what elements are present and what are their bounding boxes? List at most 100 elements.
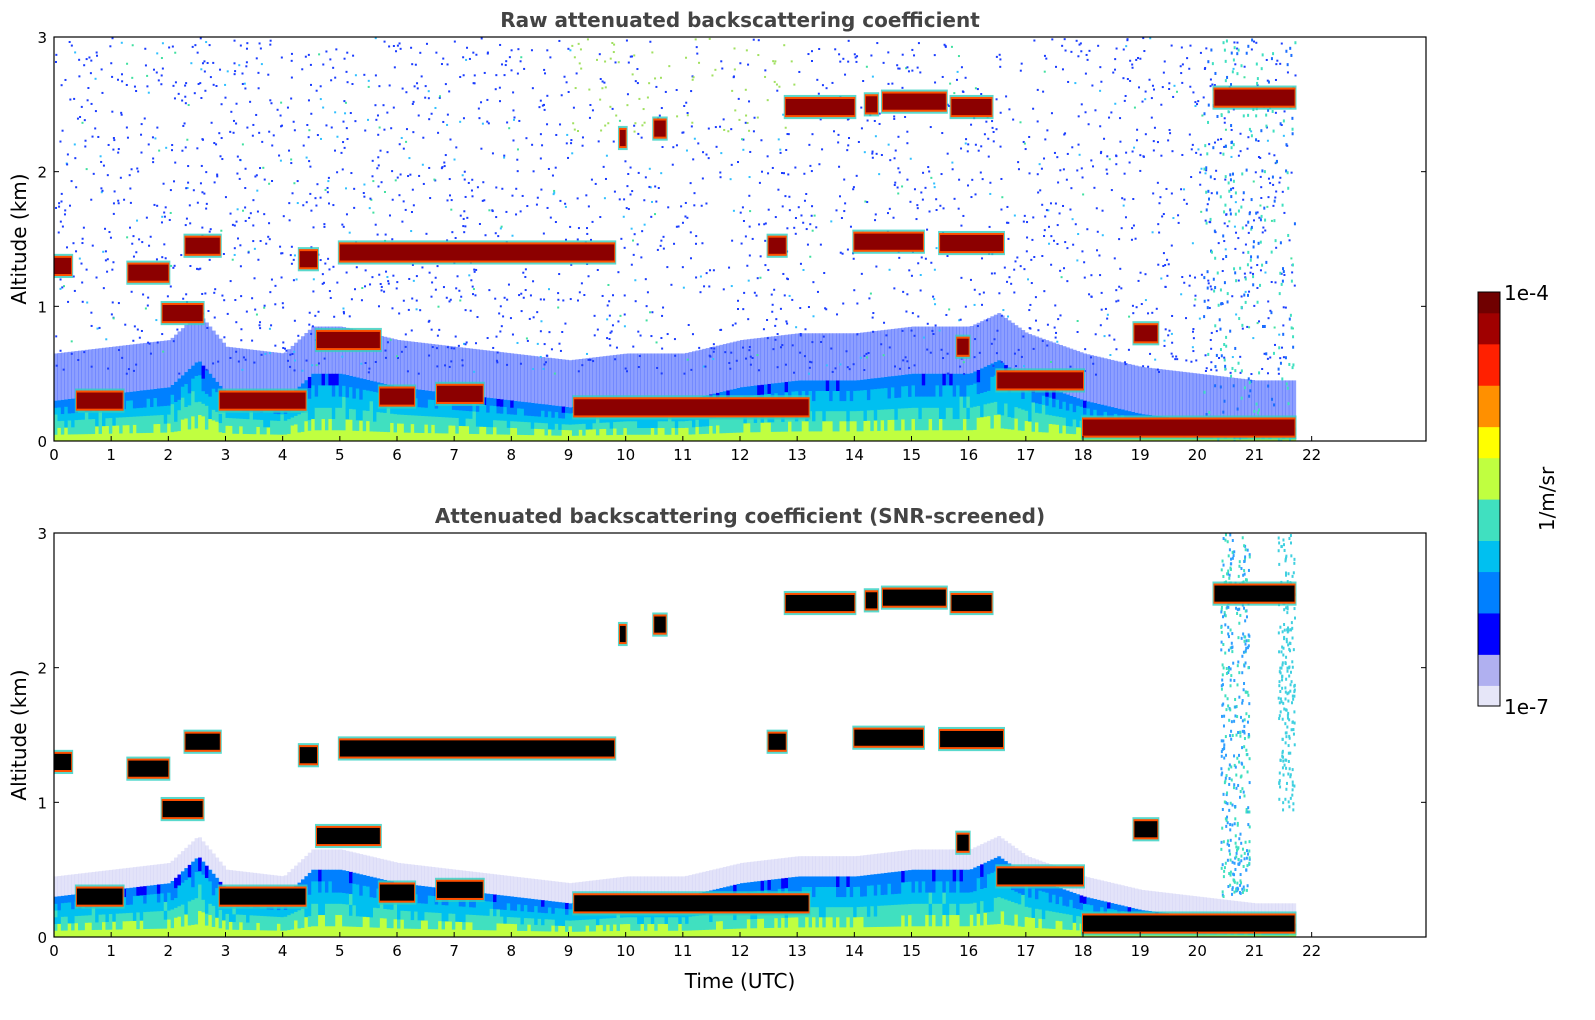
x-tick-label: 20 xyxy=(1188,942,1207,960)
cloud-layer xyxy=(997,868,1083,885)
cloud-layer xyxy=(619,625,626,643)
colorbar-step xyxy=(1478,447,1500,459)
cloud-layer xyxy=(54,257,72,275)
colorbar-step xyxy=(1478,416,1500,428)
colorbar-step xyxy=(1478,571,1500,583)
panel-2: 0 1 2 3 4 5 6 7 8 9 10 11 12 13 14 15 16 17 18 19 20 21 220123… xyxy=(7,504,1427,993)
cloud-layer xyxy=(339,740,615,757)
colorbar-min-label: 1e-7 xyxy=(1504,695,1549,719)
colorbar-step xyxy=(1478,654,1500,666)
y-axis-label: Altitude (km) xyxy=(7,173,31,304)
colorbar-step xyxy=(1478,695,1500,707)
cloud-layer xyxy=(574,399,809,416)
cloud-layer xyxy=(76,888,123,905)
x-tick-label: 7 xyxy=(449,446,459,464)
x-tick-label: 21 xyxy=(1245,942,1264,960)
colorbar-step xyxy=(1478,488,1500,500)
cloud-layer xyxy=(162,800,203,818)
cloud-layer xyxy=(1214,585,1295,602)
cloud-layer xyxy=(785,98,855,116)
colorbar-step xyxy=(1478,478,1500,490)
colorbar-step xyxy=(1478,612,1500,624)
cloud-layer xyxy=(940,234,1003,252)
cloud-layer xyxy=(76,392,123,409)
cloud-layer xyxy=(1134,821,1158,838)
colorbar-step xyxy=(1478,385,1500,397)
colorbar-step xyxy=(1478,312,1500,324)
x-tick-label: 14 xyxy=(845,446,864,464)
x-tick-label: 12 xyxy=(730,942,749,960)
x-tick-label: 6 xyxy=(392,446,402,464)
y-tick-label: 2 xyxy=(37,164,47,182)
colorbar-step xyxy=(1478,323,1500,334)
colorbar-step xyxy=(1478,581,1500,593)
cloud-layer xyxy=(379,884,415,901)
colorbar-step xyxy=(1478,405,1500,417)
cloud-layer xyxy=(865,592,878,609)
x-tick-label: 15 xyxy=(902,446,921,464)
cloud-layer xyxy=(654,120,666,137)
x-tick-label: 22 xyxy=(1302,942,1321,960)
cloud-layer xyxy=(128,264,169,281)
y-tick-label: 1 xyxy=(37,794,47,812)
cloud-layer xyxy=(1083,915,1295,932)
x-tick-label: 8 xyxy=(507,446,517,464)
y-tick-label: 2 xyxy=(37,660,47,678)
x-tick-label: 4 xyxy=(278,446,288,464)
colorbar-step xyxy=(1478,395,1500,407)
cloud-layer xyxy=(437,881,483,898)
y-tick-label: 0 xyxy=(37,929,47,947)
cloud-layer xyxy=(316,331,380,349)
x-tick-label: 3 xyxy=(221,446,231,464)
colorbar-step xyxy=(1478,364,1500,376)
cloud-layer xyxy=(882,93,946,110)
y-axis-label: Altitude (km) xyxy=(7,669,31,800)
x-tick-label: 9 xyxy=(564,446,574,464)
x-tick-label: 4 xyxy=(278,942,288,960)
cloud-layer xyxy=(162,304,203,322)
x-tick-label: 18 xyxy=(1073,446,1092,464)
x-tick-label: 15 xyxy=(902,942,921,960)
cloud-layer xyxy=(997,372,1083,389)
backscatter-image xyxy=(54,37,1297,441)
colorbar-step xyxy=(1478,467,1500,479)
cloud-layer xyxy=(882,589,946,606)
x-tick-label: 0 xyxy=(49,446,59,464)
x-tick-label: 21 xyxy=(1245,446,1264,464)
colorbar-step xyxy=(1478,302,1500,314)
x-tick-label: 5 xyxy=(335,446,345,464)
colorbar: 1e-4 1e-7 1/m/sr xyxy=(1477,281,1559,719)
colorbar-max-label: 1e-4 xyxy=(1504,281,1549,305)
x-tick-label: 16 xyxy=(959,942,978,960)
cloud-layer xyxy=(299,747,317,764)
backscatter-image xyxy=(54,533,1297,937)
x-tick-label: 13 xyxy=(788,942,807,960)
cloud-layer xyxy=(768,733,786,750)
y-tick-label: 0 xyxy=(37,433,47,451)
colorbar-step xyxy=(1478,499,1500,510)
x-tick-label: 0 xyxy=(49,942,59,960)
x-tick-label: 13 xyxy=(788,446,807,464)
cloud-layer xyxy=(379,388,415,405)
x-tick-label: 10 xyxy=(616,446,635,464)
cloud-layer xyxy=(940,730,1003,748)
colorbar-step xyxy=(1478,374,1500,386)
cloud-layer xyxy=(768,237,786,254)
colorbar-step xyxy=(1478,602,1500,614)
colorbar-step xyxy=(1478,530,1500,541)
x-tick-label: 6 xyxy=(392,942,402,960)
cloud-layer xyxy=(54,753,72,771)
x-tick-label: 14 xyxy=(845,942,864,960)
y-tick-label: 3 xyxy=(37,525,47,543)
x-tick-label: 1 xyxy=(106,446,116,464)
x-tick-label: 11 xyxy=(673,446,692,464)
x-tick-label: 22 xyxy=(1302,446,1321,464)
y-tick-label: 3 xyxy=(37,29,47,47)
colorbar-step xyxy=(1478,674,1500,686)
colorbar-step xyxy=(1478,685,1500,697)
x-tick-label: 1 xyxy=(106,942,116,960)
cloud-layer xyxy=(437,385,483,402)
cloud-layer xyxy=(299,251,317,268)
cloud-layer xyxy=(854,729,923,746)
